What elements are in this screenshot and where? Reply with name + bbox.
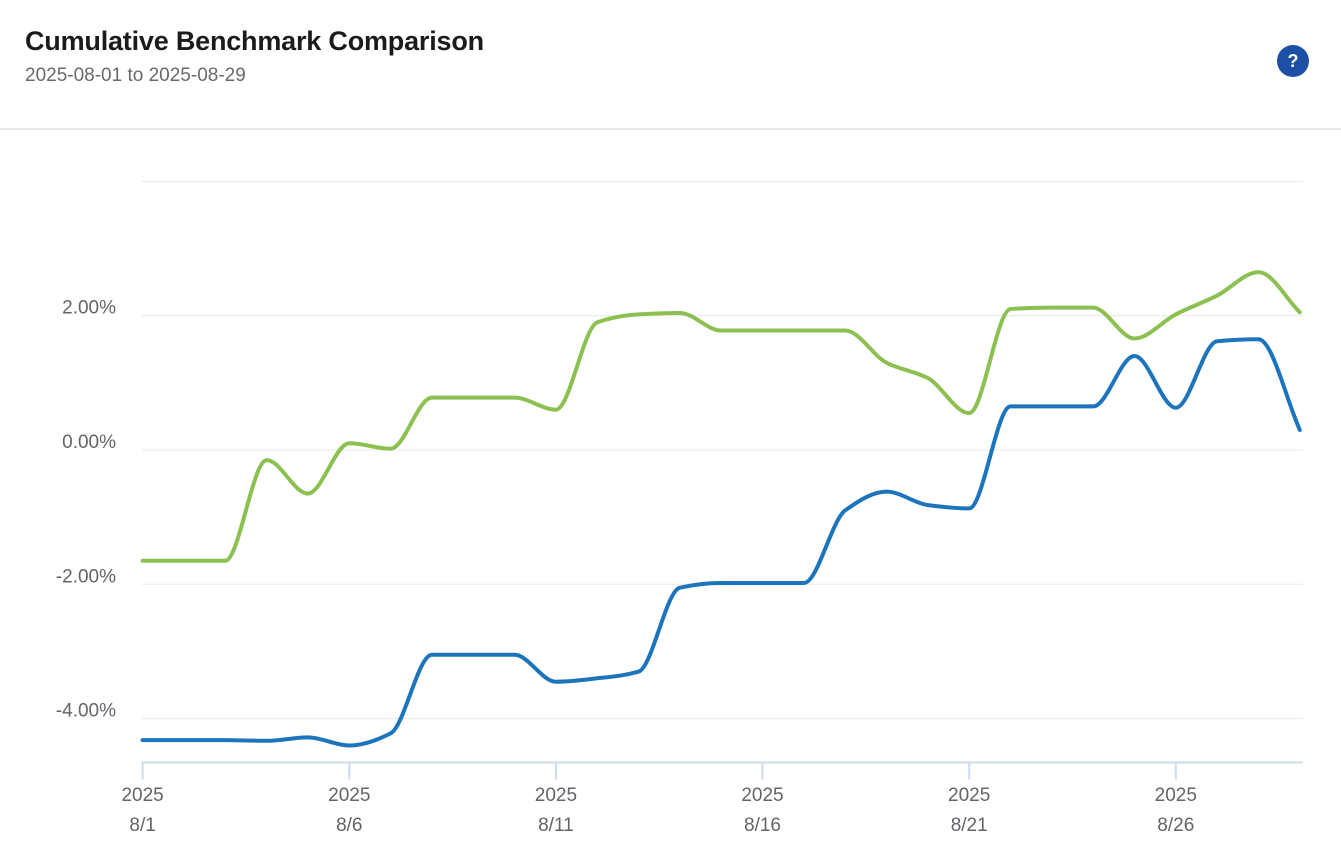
chart-header: Cumulative Benchmark Comparison 2025-08-… xyxy=(25,24,484,88)
green-series-line xyxy=(140,270,1302,563)
y-axis-label: 2.00% xyxy=(62,298,116,319)
x-axis-label-date: 8/11 xyxy=(538,815,574,836)
y-axis-label: -2.00% xyxy=(56,566,116,587)
x-axis-label-date: 8/16 xyxy=(744,815,781,836)
header-divider xyxy=(0,128,1341,130)
x-axis-label-year: 2025 xyxy=(328,785,370,806)
y-axis-label: 0.00% xyxy=(62,432,116,453)
blue-series-line xyxy=(140,337,1302,748)
page-title: Cumulative Benchmark Comparison xyxy=(25,26,484,56)
x-axis-label-year: 2025 xyxy=(741,785,783,806)
x-axis-label-date: 8/1 xyxy=(129,815,155,836)
y-axis-label: -4.00% xyxy=(56,701,116,722)
x-axis-label-year: 2025 xyxy=(535,785,577,806)
x-axis-label-year: 2025 xyxy=(948,785,990,806)
x-axis-label-year: 2025 xyxy=(121,785,163,806)
x-axis-label-date: 8/26 xyxy=(1157,815,1194,836)
x-axis-label-date: 8/21 xyxy=(951,815,988,836)
x-axis-label-year: 2025 xyxy=(1155,785,1197,806)
question-mark-icon: ? xyxy=(1287,51,1299,71)
date-range-subtitle: 2025-08-01 to 2025-08-29 xyxy=(25,65,246,86)
help-button[interactable]: ? xyxy=(1277,45,1309,77)
x-axis-label-date: 8/6 xyxy=(336,815,362,836)
